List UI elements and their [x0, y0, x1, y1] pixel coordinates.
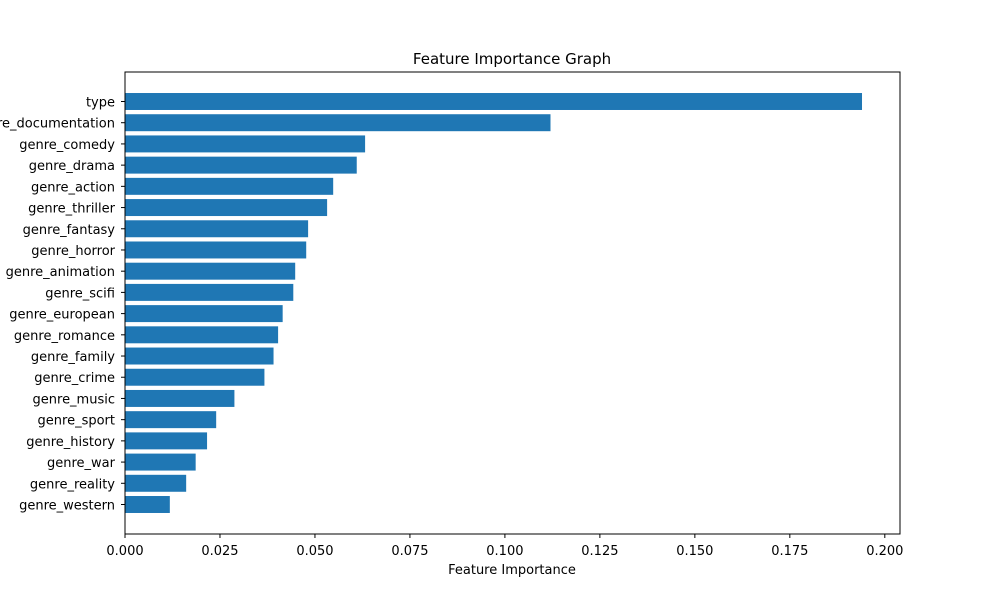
bar-genre-romance — [125, 326, 279, 344]
y-tick-label: genre_thriller — [28, 202, 116, 217]
x-tick-label: 0.200 — [866, 544, 903, 559]
y-tick-label: genre_music — [33, 392, 115, 407]
x-axis-title: Feature Importance — [448, 563, 576, 578]
y-tick-label: genre_fantasy — [23, 223, 116, 238]
bar-genre-drama — [125, 156, 357, 174]
bars-layer — [125, 93, 863, 513]
y-tick-label: genre_western — [19, 499, 115, 514]
y-tick-label: genre_crime — [34, 371, 115, 386]
y-tick-label: genre_action — [31, 180, 115, 195]
bar-genre-fantasy — [125, 220, 309, 238]
bar-genre-comedy — [125, 135, 366, 153]
bar-genre-documentation — [125, 114, 551, 132]
y-tick-label: genre_drama — [29, 159, 115, 174]
y-tick-label: genre_animation — [6, 265, 115, 280]
x-tick-label: 0.050 — [296, 544, 333, 559]
bar-genre-thriller — [125, 199, 328, 217]
bar-genre-music — [125, 389, 235, 407]
x-tick-label: 0.000 — [106, 544, 143, 559]
x-tick-label: 0.075 — [391, 544, 428, 559]
y-tick-label: genre_comedy — [19, 138, 115, 153]
x-tick-label: 0.175 — [771, 544, 808, 559]
y-tick-label: genre_war — [47, 456, 116, 471]
y-tick-label: genre_horror — [31, 244, 115, 259]
y-tick-label: genre_family — [31, 350, 115, 365]
plot-frame — [124, 71, 901, 535]
bar-genre-sport — [125, 411, 217, 429]
x-tick-label: 0.100 — [486, 544, 523, 559]
bar-genre-reality — [125, 474, 187, 492]
y-tick-label: genre_documentation — [0, 117, 115, 132]
y-tick-label: genre_european — [9, 308, 115, 323]
chart-title: Feature Importance Graph — [413, 50, 611, 68]
bar-genre-crime — [125, 368, 265, 386]
bar-genre-family — [125, 347, 274, 365]
bar-genre-history — [125, 432, 208, 450]
bar-genre-scifi — [125, 283, 294, 301]
y-tick-label: type — [86, 96, 115, 111]
bar-genre-western — [125, 496, 170, 513]
y-tick-label: genre_sport — [38, 414, 115, 429]
x-tick-label: 0.125 — [581, 544, 618, 559]
x-tick-label: 0.150 — [676, 544, 713, 559]
bar-genre-horror — [125, 241, 307, 259]
x-axis-ticks: 0.000 0.025 0.050 0.075 0.100 0.125 0.150 0.175… — [106, 534, 903, 559]
y-tick-label: genre_scifi — [45, 286, 115, 301]
y-tick-label: genre_history — [26, 435, 115, 450]
bar-type — [125, 93, 863, 110]
y-tick-label: genre_reality — [30, 477, 115, 492]
x-tick-label: 0.025 — [201, 544, 238, 559]
bar-genre-war — [125, 453, 196, 471]
bar-genre-action — [125, 177, 334, 195]
y-axis-ticks: genre_western genre_reality genre_war genre… — [0, 96, 125, 514]
bar-genre-animation — [125, 262, 296, 280]
bar-genre-european — [125, 305, 283, 323]
y-tick-label: genre_romance — [14, 329, 115, 344]
